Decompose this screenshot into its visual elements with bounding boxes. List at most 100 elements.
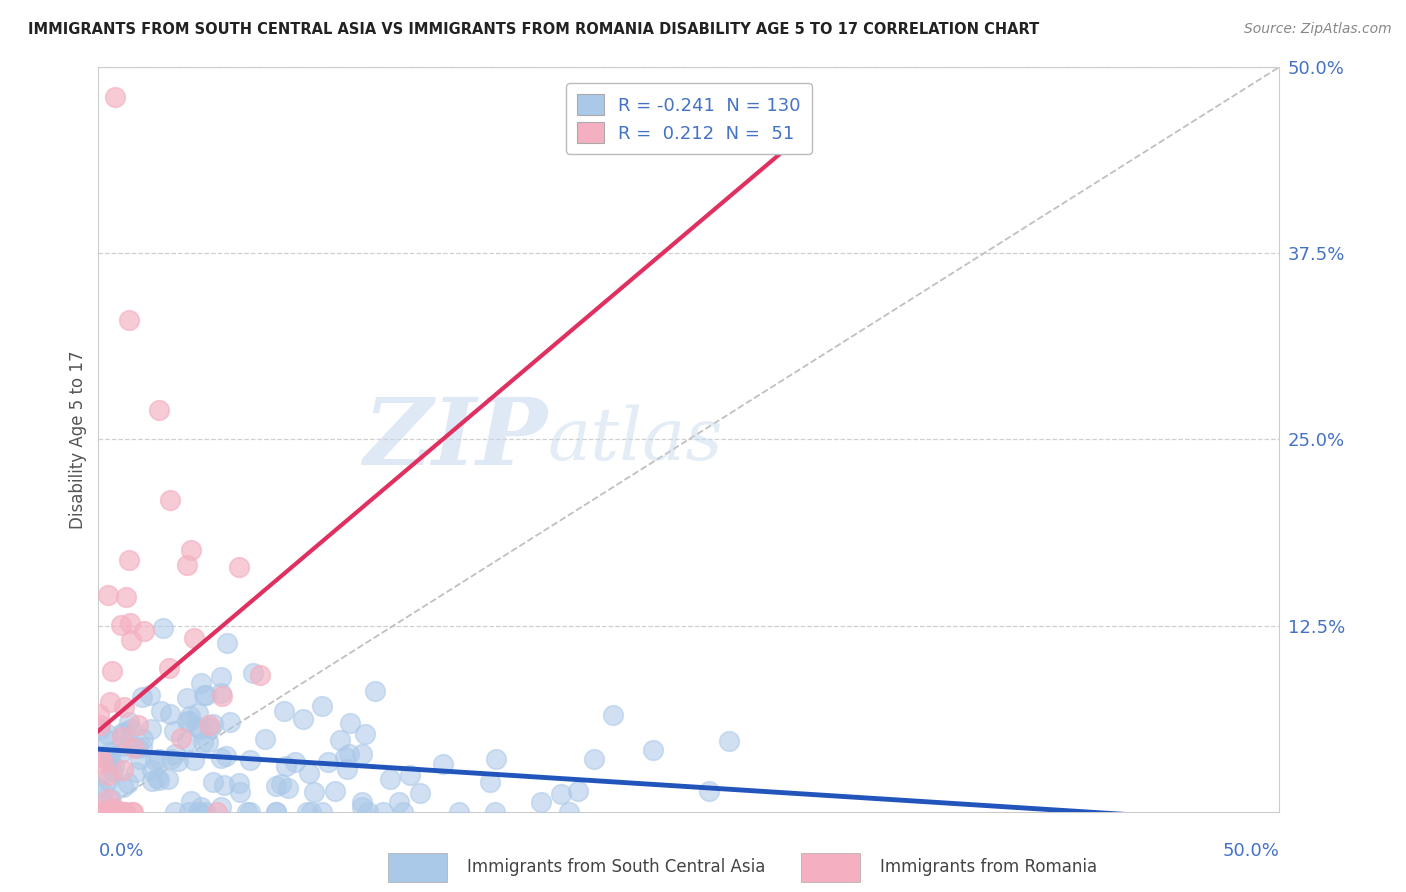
Point <box>121 805 143 819</box>
Point <box>160 752 183 766</box>
Point <box>131 740 153 755</box>
Point <box>388 795 411 809</box>
Point <box>96 792 118 806</box>
Point <box>179 805 201 819</box>
Point <box>89 717 111 731</box>
Point <box>193 688 215 702</box>
Legend: R = -0.241  N = 130, R =  0.212  N =  51: R = -0.241 N = 130, R = 0.212 N = 51 <box>567 83 811 154</box>
Point <box>118 552 141 566</box>
Point <box>186 720 208 734</box>
Point <box>583 751 606 765</box>
Point <box>114 725 136 739</box>
Text: IMMIGRANTS FROM SOUTH CENTRAL ASIA VS IMMIGRANTS FROM ROMANIA DISABILITY AGE 5 T: IMMIGRANTS FROM SOUTH CENTRAL ASIA VS IM… <box>28 22 1039 37</box>
Point <box>392 805 415 819</box>
Point <box>159 706 181 721</box>
Point <box>354 727 377 741</box>
Point <box>602 707 624 722</box>
Point <box>190 676 212 690</box>
Point <box>156 772 179 787</box>
Point <box>176 691 198 706</box>
Point <box>273 704 295 718</box>
Point <box>530 795 553 809</box>
Text: atlas: atlas <box>547 404 723 475</box>
Point <box>337 747 360 762</box>
Point <box>217 636 239 650</box>
Point <box>170 731 193 745</box>
Point <box>148 773 170 788</box>
Point <box>239 805 262 819</box>
Point <box>187 706 209 720</box>
Point <box>236 805 259 819</box>
Point <box>378 772 401 786</box>
Point <box>266 805 288 819</box>
Point <box>125 764 148 779</box>
Point <box>176 734 198 748</box>
Point <box>198 721 221 735</box>
Point <box>100 764 122 778</box>
Point <box>110 618 132 632</box>
Point <box>166 754 188 768</box>
Point <box>91 805 114 819</box>
Point <box>141 722 163 736</box>
Point <box>93 805 115 819</box>
Text: 50.0%: 50.0% <box>1223 841 1279 860</box>
Point <box>180 793 202 807</box>
Point <box>399 767 422 781</box>
Point <box>100 792 122 806</box>
FancyBboxPatch shape <box>801 854 860 881</box>
Point <box>118 616 141 631</box>
Point <box>103 759 125 773</box>
Point <box>104 805 127 819</box>
Point <box>277 781 299 796</box>
Point <box>187 805 209 819</box>
Point <box>215 749 238 764</box>
Point <box>311 699 333 714</box>
Point <box>329 732 352 747</box>
Point <box>205 805 228 819</box>
Point <box>111 725 134 739</box>
Point <box>87 706 110 721</box>
Point <box>111 805 134 819</box>
Point <box>104 803 127 817</box>
Point <box>118 715 141 730</box>
Point <box>567 784 589 798</box>
Point <box>176 714 198 728</box>
Point <box>350 800 373 814</box>
Point <box>350 747 373 761</box>
Point <box>202 717 225 731</box>
Point <box>110 746 132 760</box>
Point <box>149 705 172 719</box>
Point <box>148 752 170 766</box>
Point <box>101 801 124 815</box>
Point <box>101 664 124 678</box>
Point <box>641 743 664 757</box>
Point <box>148 402 170 417</box>
Point <box>111 739 134 753</box>
Point <box>557 805 579 819</box>
Point <box>432 757 454 772</box>
Point <box>87 805 110 819</box>
Point <box>111 764 134 778</box>
Point <box>104 805 127 819</box>
Point <box>697 784 720 798</box>
Point <box>103 805 125 819</box>
Point <box>339 716 361 731</box>
Point <box>191 735 214 749</box>
Point <box>157 660 180 674</box>
Point <box>91 756 114 770</box>
Point <box>159 493 181 508</box>
Point <box>180 543 202 558</box>
Point <box>134 624 156 638</box>
Point <box>139 688 162 702</box>
Point <box>177 714 200 728</box>
Point <box>165 747 187 761</box>
Point <box>484 805 506 819</box>
Point <box>209 670 232 684</box>
Point <box>117 775 139 789</box>
Point <box>104 89 127 103</box>
Point <box>228 560 250 574</box>
Point <box>299 805 322 819</box>
Point <box>198 717 221 731</box>
Point <box>129 752 152 766</box>
Point <box>89 750 111 764</box>
